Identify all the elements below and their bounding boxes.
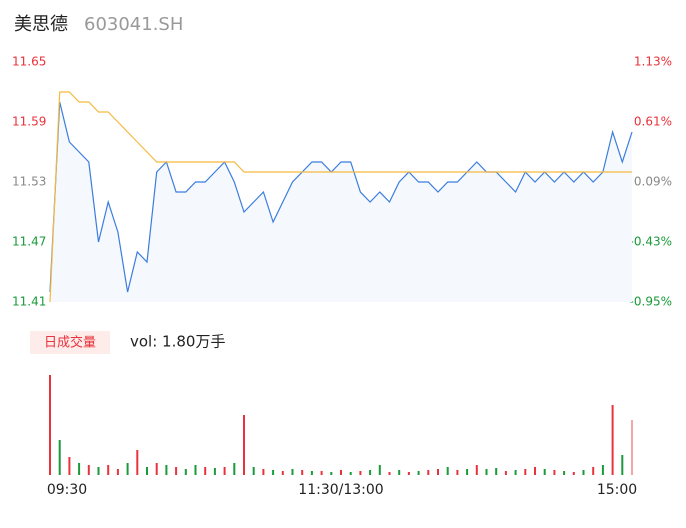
volume-bar [301,470,304,475]
volume-bar [233,463,236,475]
volume-bar [485,469,488,475]
volume-bar [349,472,352,475]
stock-code: 603041.SH [84,14,183,35]
volume-bar [524,469,527,475]
volume-bar [631,420,633,475]
volume-bar [369,470,372,475]
y2-tick-label: 0.61% [634,115,672,129]
volume-bar [378,465,381,475]
volume-bar [330,472,333,475]
y-tick-label: 11.47 [12,235,46,249]
x-tick-label: 15:00 [597,482,637,498]
y2-tick-label: -0.95% [630,295,672,309]
y2-tick-label: 0.09% [634,175,672,189]
price-line [49,101,633,293]
volume-bar [262,469,265,475]
volume-bar [601,465,604,475]
x-tick-label: 11:30/13:00 [298,482,383,498]
volume-bar [252,467,255,475]
volume-bar [243,415,245,475]
x-tick-label: 09:30 [47,482,87,498]
volume-bar [58,440,61,475]
volume-bar [291,469,294,475]
volume-bar [427,470,430,475]
y-tick-label: 11.65 [12,55,46,69]
volume-bar [553,470,556,475]
volume-bar [407,472,410,475]
y-tick-label: 11.59 [12,115,46,129]
price-area [50,102,632,302]
volume-bar [582,470,585,475]
volume-label: vol: 1.80万手 [130,333,225,351]
volume-bar [388,472,391,475]
volume-bar [136,450,139,475]
volume-title: 日成交量 [44,335,96,351]
volume-bar [272,470,275,475]
volume-bar [281,471,284,475]
y-tick-label: 11.41 [12,295,46,309]
volume-bar [437,469,439,475]
volume-bar [126,463,129,475]
volume-bar [87,465,90,475]
volume-bar [175,467,178,475]
volume-bar [155,463,158,475]
volume-bar [504,471,507,475]
volume-bar [359,471,362,475]
volume-bar [78,463,81,475]
volume-bar [514,470,517,475]
volume-bar [621,455,624,475]
volume-badge [30,331,110,354]
volume-bar [194,465,197,475]
volume-bar [534,467,536,475]
volume-bar [611,405,614,475]
y-tick-label: 11.53 [12,175,46,189]
volume-bar [310,471,313,475]
volume-bar [456,470,459,475]
volume-bar [223,467,226,475]
volume-bar [563,471,566,475]
volume-bar [49,375,51,475]
volume-bar [213,468,216,475]
volume-bar [107,465,110,475]
stock-name: 美思德 [14,14,68,35]
volume-bar [592,467,595,475]
volume-bar [466,469,469,475]
volume-bar [320,471,323,475]
volume-bar [340,470,342,475]
volume-bar [475,465,478,475]
average-line [49,91,632,303]
y2-tick-label: 1.13% [634,55,672,69]
volume-bar [204,467,207,475]
volume-bar [68,457,71,475]
volume-bar [495,468,498,475]
volume-bar [398,470,401,475]
volume-bar [543,469,546,475]
volume-bar [184,469,187,475]
volume-bar [97,467,100,475]
volume-bar [165,465,168,475]
volume-bar [446,467,449,475]
volume-bar [116,469,119,475]
volume-bar [572,472,575,475]
y2-tick-label: -0.43% [630,235,672,249]
volume-bar [146,467,148,475]
volume-bar [417,471,420,475]
